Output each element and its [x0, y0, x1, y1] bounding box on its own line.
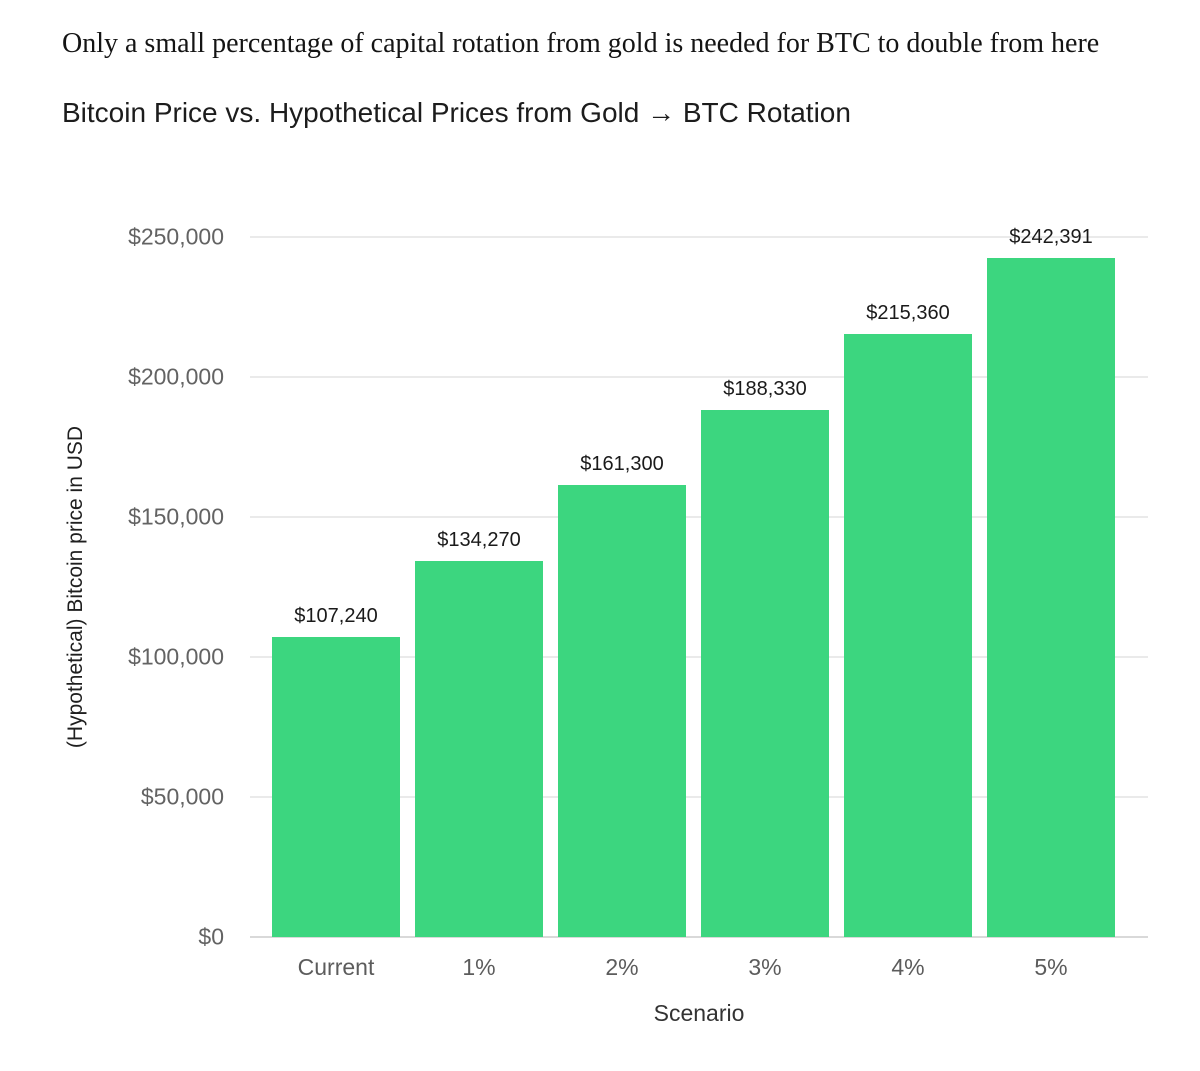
- gridline: [250, 936, 1148, 938]
- x-axis-title: Scenario: [653, 1000, 745, 1026]
- y-tick-label: $0: [198, 923, 224, 950]
- gridline: [250, 796, 1148, 798]
- y-tick-label: $100,000: [128, 643, 224, 670]
- x-tick-label: 3%: [748, 954, 782, 980]
- gridline: [250, 656, 1148, 658]
- bar: $134,270: [415, 529, 543, 937]
- bar-value-label: $242,391: [1009, 226, 1093, 249]
- bar: $161,300: [558, 453, 686, 937]
- bar-value-label: $161,300: [580, 453, 664, 476]
- bar-value-label: $134,270: [437, 529, 521, 552]
- chart-title: Bitcoin Price vs. Hypothetical Prices fr…: [62, 97, 851, 128]
- x-tick-label: 4%: [891, 954, 925, 980]
- bar: $242,391: [987, 226, 1115, 937]
- headline: Only a small percentage of capital rotat…: [62, 28, 1100, 59]
- bar-slot-5-: $242,391: [987, 226, 1115, 937]
- plot-area: $107,240 $134,270 $161,300 $188,330 $215,360…: [128, 224, 1148, 950]
- bar-slot-3-: $188,330: [701, 237, 829, 937]
- y-tick-label: $200,000: [128, 363, 224, 390]
- gridline: [250, 376, 1148, 378]
- bars-row: $107,240 $134,270 $161,300 $188,330 $215,360…: [250, 226, 1148, 937]
- bar-value-label: $188,330: [723, 377, 807, 400]
- bar-value-label: $107,240: [294, 604, 378, 627]
- x-tick-label: 5%: [1034, 954, 1068, 980]
- bar-slot-current: $107,240: [272, 237, 400, 937]
- bar: $188,330: [701, 378, 829, 937]
- bar-slot-4-: $215,360: [844, 237, 972, 937]
- bar: $215,360: [844, 302, 972, 937]
- y-tick-label: $250,000: [128, 223, 224, 250]
- bar: $107,240: [272, 605, 400, 937]
- x-tick-label: 2%: [605, 954, 639, 980]
- bar-slot-1-: $134,270: [415, 237, 543, 937]
- gridline: [250, 236, 1148, 238]
- gridline: [250, 516, 1148, 518]
- x-tick-label: Current: [297, 954, 375, 980]
- x-tick-label: 1%: [462, 954, 496, 980]
- bar-slot-2-: $161,300: [558, 237, 686, 937]
- y-tick-label: $50,000: [140, 783, 224, 810]
- x-labels-row: Current 1% 2% 3% 4% 5%: [250, 954, 1148, 981]
- bar-value-label: $215,360: [866, 302, 950, 324]
- y-axis-title: (Hypothetical) Bitcoin price in USD: [64, 425, 87, 749]
- y-tick-label: $150,000: [128, 503, 224, 530]
